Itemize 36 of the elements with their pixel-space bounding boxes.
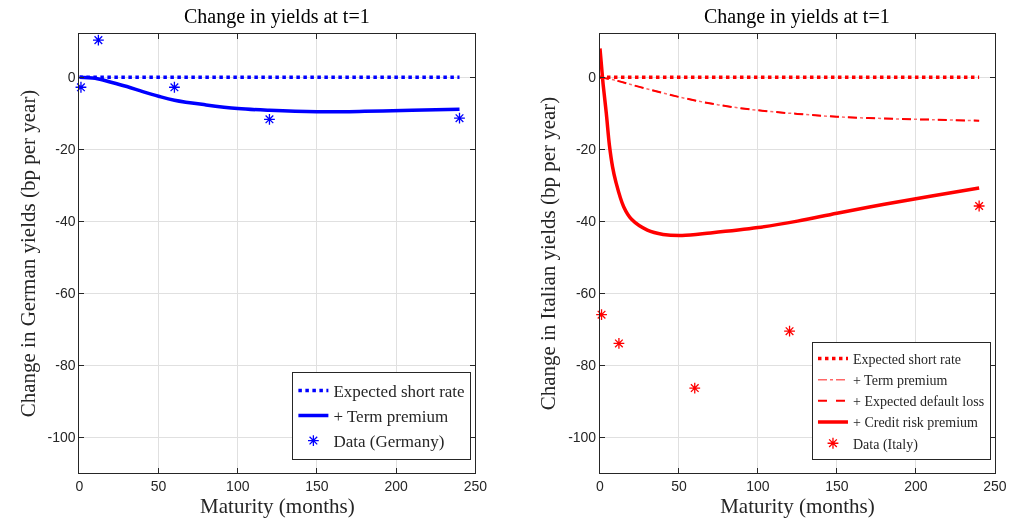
legend-label: + Credit risk premium (852, 415, 979, 431)
x-tick-label: 250 (983, 477, 1007, 494)
chart-title: Change in yields at t=1 (704, 5, 890, 28)
y-tick-label: -100 (568, 428, 597, 445)
y-tick-label: -40 (575, 213, 597, 230)
y-tick-label: -60 (575, 284, 597, 301)
legend-label: + Term premium (852, 373, 948, 389)
legend-label: + Expected default loss (852, 394, 985, 410)
x-tick-label: 150 (825, 477, 849, 494)
y-tick-label: -100 (47, 428, 76, 445)
y-tick-label: -60 (55, 284, 76, 301)
y-tick-label: -80 (575, 356, 597, 373)
legend-label: + Term premium (333, 407, 449, 427)
legend-label: Data (Italy) (852, 436, 919, 453)
x-tick-label: 100 (746, 477, 770, 494)
legend-label: Data (Germany) (333, 432, 445, 452)
y-tick-label: 0 (67, 69, 76, 86)
legend-label: Expected short rate (333, 382, 465, 402)
x-tick-label: 50 (150, 477, 167, 494)
y-tick-label: -20 (575, 141, 597, 158)
x-tick-label: 150 (305, 477, 329, 494)
y-tick-label: -40 (55, 213, 76, 230)
y-axis-title: Change in German yields (bp per year) (15, 89, 40, 418)
y-tick-label: -20 (55, 141, 76, 158)
y-axis-title: Change in Italian yields (bp per year) (536, 96, 561, 411)
x-tick-label: 50 (671, 477, 687, 494)
x-tick-label: 100 (226, 477, 250, 494)
legend-label: Expected short rate (852, 351, 962, 367)
y-tick-label: 0 (588, 69, 597, 86)
chart-title: Change in yields at t=1 (184, 5, 370, 28)
x-tick-label: 200 (904, 477, 928, 494)
x-axis-title: Maturity (months) (720, 493, 875, 518)
y-tick-label: -80 (55, 356, 76, 373)
x-tick-label: 200 (384, 477, 409, 494)
x-axis-title: Maturity (months) (200, 493, 355, 518)
x-tick-label: 250 (463, 477, 488, 494)
